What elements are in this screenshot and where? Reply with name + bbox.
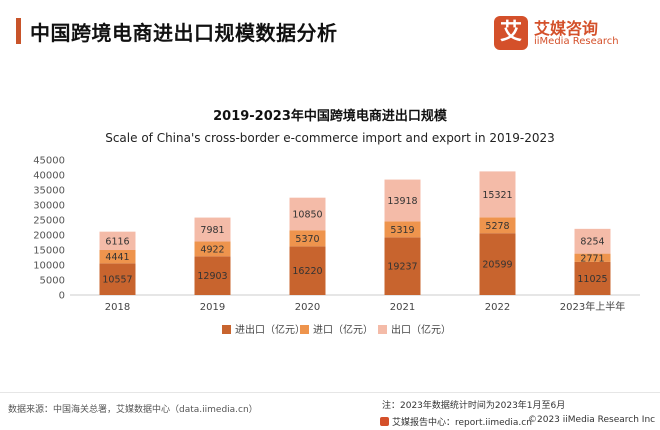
report-logo-icon (380, 417, 389, 426)
report-center-link: 艾媒报告中心：report.iimedia.cn (380, 415, 532, 428)
bar-segment (289, 246, 326, 295)
logo-mark-icon: 艾 (494, 16, 528, 50)
bar-segment (194, 241, 231, 257)
y-tick-label: 30000 (33, 201, 65, 212)
data-label: 4922 (200, 244, 224, 255)
bar-segment (194, 217, 231, 242)
x-tick-label: 2018 (105, 302, 130, 313)
title-accent-bar (16, 18, 21, 44)
bar-segment (479, 217, 516, 234)
copyright: ©2023 iiMedia Research Inc (528, 415, 656, 425)
data-label: 20599 (482, 260, 512, 271)
y-tick-label: 20000 (33, 231, 65, 242)
data-label: 5278 (485, 221, 509, 232)
data-label: 5370 (295, 234, 319, 245)
data-label: 11025 (577, 274, 607, 285)
bar-segment (574, 253, 611, 262)
legend-label: 进出口（亿元） (235, 323, 305, 336)
legend-label: 进口（亿元） (313, 323, 373, 336)
y-tick-label: 35000 (33, 186, 65, 197)
logo-chinese-text: 艾媒咨询 (534, 19, 599, 38)
bar-segment (384, 179, 421, 222)
data-label: 8254 (580, 237, 604, 248)
bar-segment (99, 250, 136, 264)
data-label: 13918 (387, 196, 417, 207)
page-title: 中国跨境电商进出口规模数据分析 (30, 21, 338, 45)
data-label: 10850 (292, 209, 322, 220)
data-label: 19237 (387, 262, 417, 273)
legend-swatch (378, 325, 387, 334)
data-label: 12903 (197, 271, 227, 282)
bar-segment (289, 197, 326, 231)
chart-subtitle: Scale of China's cross-border e-commerce… (105, 131, 555, 145)
bar-segment (194, 256, 231, 295)
bar-segment (479, 233, 516, 295)
bar-segment (289, 230, 326, 247)
iimedia-logo: 艾 艾媒咨询 iiMedia Research (494, 14, 644, 54)
x-tick-label: 2019 (200, 302, 225, 313)
data-label: 16220 (292, 266, 322, 277)
footer-divider (0, 392, 660, 393)
bar-segment (574, 228, 611, 254)
data-label: 6116 (105, 236, 129, 247)
data-label: 4441 (105, 252, 129, 263)
data-label: 5319 (390, 225, 414, 236)
legend-label: 出口（亿元） (391, 323, 451, 336)
stacked-bar-chart: 0 5000 10000 15000 20000 25000 30000 35000 40000… (33, 156, 640, 336)
bar-segment (384, 237, 421, 295)
x-tick-label: 2023年上半年 (560, 300, 625, 313)
y-tick-label: 25000 (33, 216, 65, 227)
y-tick-label: 0 (59, 291, 65, 302)
logo-english-text: iiMedia Research (534, 36, 619, 47)
bar-segment (99, 263, 136, 295)
bar-segment (99, 231, 136, 251)
report-site-text: 艾媒报告中心：report.iimedia.cn (392, 418, 532, 428)
footnote: 注：2023年数据统计时间为2023年1月至6月 (382, 401, 566, 411)
y-tick-label: 15000 (33, 246, 65, 257)
bar-segment (574, 261, 611, 295)
data-label: 15321 (482, 190, 512, 201)
data-label: 2771 (580, 253, 604, 264)
chart-title: 2019-2023年中国跨境电商进出口规模 (213, 109, 447, 124)
data-label: 10557 (102, 275, 132, 286)
y-tick-label: 40000 (33, 171, 65, 182)
bar-segment (479, 171, 516, 218)
y-tick-label: 10000 (33, 261, 65, 272)
x-tick-label: 2022 (485, 302, 510, 313)
legend-swatch (222, 325, 231, 334)
x-tick-label: 2021 (390, 302, 415, 313)
data-source: 数据来源：中国海关总署，艾媒数据中心（data.iimedia.cn） (8, 405, 258, 415)
legend-swatch (300, 325, 309, 334)
x-tick-label: 2020 (295, 302, 320, 313)
data-label: 7981 (200, 225, 224, 236)
y-tick-label: 5000 (40, 276, 65, 287)
y-tick-label: 45000 (33, 156, 65, 167)
bar-segment (384, 221, 421, 238)
